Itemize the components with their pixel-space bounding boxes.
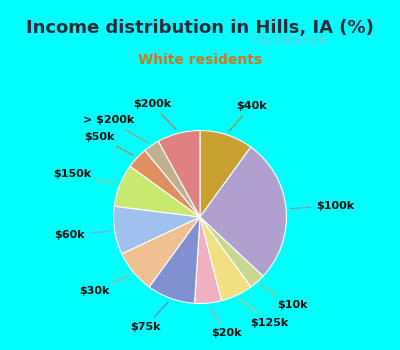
Wedge shape (200, 147, 286, 276)
Wedge shape (145, 141, 200, 217)
Wedge shape (149, 217, 200, 303)
Text: $10k: $10k (261, 285, 308, 309)
Wedge shape (114, 166, 200, 217)
Text: $150k: $150k (53, 169, 115, 184)
Text: $100k: $100k (290, 201, 354, 211)
Text: $125k: $125k (240, 299, 288, 328)
Text: Income distribution in Hills, IA (%): Income distribution in Hills, IA (%) (26, 19, 374, 37)
Text: > $200k: > $200k (83, 116, 148, 143)
Text: City-Data.com: City-Data.com (252, 35, 326, 45)
Wedge shape (194, 217, 222, 303)
Wedge shape (200, 217, 263, 287)
Wedge shape (158, 131, 200, 217)
Text: White residents: White residents (138, 52, 262, 66)
Wedge shape (200, 217, 251, 301)
Text: $60k: $60k (54, 230, 110, 240)
Text: $30k: $30k (80, 274, 130, 296)
Wedge shape (130, 150, 200, 217)
Wedge shape (200, 131, 251, 217)
Text: $50k: $50k (84, 132, 133, 155)
Text: $20k: $20k (210, 307, 242, 338)
Wedge shape (122, 217, 200, 287)
Text: $200k: $200k (133, 99, 176, 130)
Text: $40k: $40k (229, 101, 267, 131)
Wedge shape (114, 206, 200, 254)
Text: $75k: $75k (130, 302, 168, 332)
